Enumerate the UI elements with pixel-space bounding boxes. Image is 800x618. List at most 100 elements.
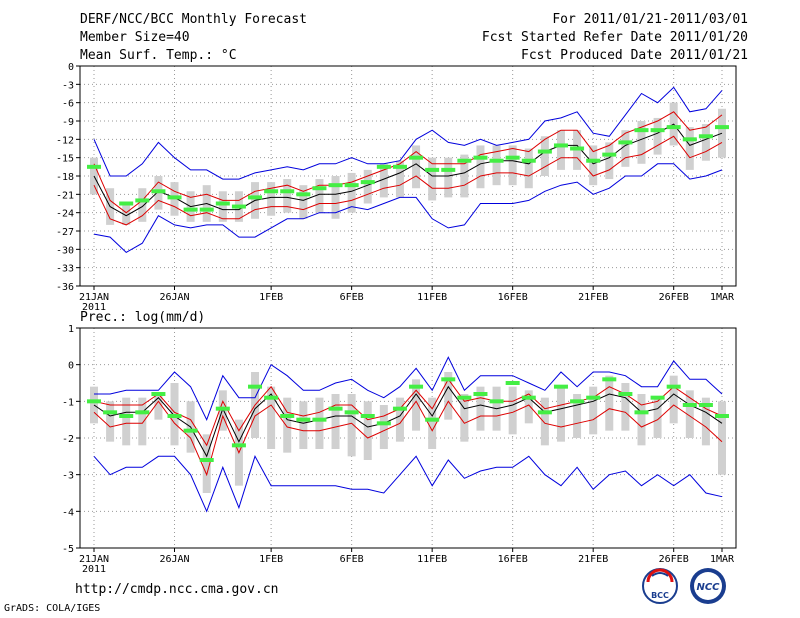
obs-marker: [264, 395, 279, 400]
obs-marker: [666, 384, 681, 389]
spread-bar: [379, 405, 388, 449]
obs-marker: [392, 406, 407, 411]
obs-marker: [537, 149, 552, 154]
obs-marker: [698, 403, 713, 407]
y-tick-label: -33: [56, 264, 74, 275]
lower-line: [93, 400, 723, 477]
x-tick-label: 21JAN: [79, 292, 109, 303]
spread-bar: [122, 203, 131, 225]
spread-bar: [138, 188, 147, 222]
spread-bar: [589, 386, 598, 435]
spread-bar: [267, 386, 276, 449]
spread-bar: [540, 136, 549, 176]
produced-date: Fcst Produced Date 2011/01/21: [521, 48, 748, 63]
spread-bar: [589, 145, 598, 186]
obs-marker: [119, 201, 134, 206]
x-tick-label: 16FEB: [498, 292, 528, 303]
obs-marker: [715, 414, 729, 418]
obs-marker: [698, 134, 713, 139]
spread-bar: [637, 121, 646, 164]
obs-marker: [296, 417, 311, 422]
y-tick-label: -24: [56, 209, 74, 220]
mean-line: [93, 123, 723, 217]
spread-bar: [122, 397, 131, 446]
x-tick-sublabel: 2011: [82, 302, 106, 313]
obs-marker: [87, 164, 101, 169]
obs-marker: [409, 155, 424, 160]
obs-marker: [264, 189, 279, 194]
obs-marker: [505, 155, 520, 160]
spread-bar: [428, 157, 437, 201]
min-line: [93, 163, 723, 254]
upper-line: [93, 378, 723, 447]
x-tick-label: 21JAN: [79, 554, 109, 565]
spread-bar: [605, 142, 614, 180]
obs-marker: [586, 158, 601, 163]
obs-marker: [570, 399, 585, 404]
precip-label: Prec.: log(mm/d): [80, 310, 206, 325]
spread-bar: [315, 397, 324, 449]
spread-bar: [202, 434, 211, 493]
y-tick-label: -27: [56, 227, 74, 238]
obs-marker: [570, 146, 585, 151]
footer-url[interactable]: http://cmdp.ncc.cma.gov.cn: [75, 582, 279, 597]
y-tick-label: 0: [68, 62, 74, 73]
ncc-logo: NCC: [690, 568, 726, 604]
bcc-logo: BCC: [642, 568, 678, 604]
obs-marker: [135, 410, 150, 415]
obs-marker: [489, 399, 504, 404]
y-tick-label: -1: [62, 397, 74, 408]
spread-bar: [605, 375, 614, 431]
obs-marker: [537, 410, 552, 415]
x-tick-label: 21FEB: [578, 554, 608, 565]
bcc-logo-text: BCC: [651, 591, 669, 600]
obs-marker: [666, 125, 681, 130]
spread-bar: [299, 401, 308, 449]
obs-marker: [312, 417, 327, 422]
spread-bar: [492, 145, 501, 186]
spread-bar: [524, 390, 533, 424]
obs-marker: [521, 158, 536, 163]
x-tick-label: 21FEB: [578, 292, 608, 303]
spread-bar: [218, 191, 227, 222]
obs-marker: [296, 192, 311, 197]
spread-bar: [621, 383, 630, 431]
spread-bar: [460, 394, 469, 442]
obs-marker: [135, 198, 150, 203]
spread-bar: [460, 154, 469, 198]
obs-marker: [473, 155, 488, 160]
agency-logos: BCC NCC: [642, 568, 726, 604]
spread-bar: [444, 372, 453, 420]
obs-marker: [215, 201, 230, 206]
spread-bar: [653, 117, 662, 155]
plot-frame: [79, 65, 737, 287]
max-line: [93, 86, 723, 180]
x-tick-sublabel: 2011: [82, 564, 106, 575]
obs-marker: [344, 183, 359, 188]
y-tick-label: -3: [62, 80, 74, 91]
obs-marker: [183, 428, 198, 433]
spread-bar: [154, 394, 163, 420]
obs-marker: [682, 403, 697, 407]
y-tick-label: -21: [56, 190, 74, 201]
y-tick-label: -18: [56, 172, 74, 183]
spread-bar: [476, 145, 485, 189]
obs-marker: [457, 395, 472, 400]
obs-marker: [231, 443, 246, 448]
obs-marker: [167, 195, 182, 200]
spread-bar: [444, 157, 453, 198]
obs-marker: [457, 158, 472, 163]
obs-marker: [231, 204, 246, 209]
spread-bar: [347, 394, 356, 457]
obs-marker: [119, 414, 134, 418]
obs-marker: [618, 392, 633, 396]
obs-marker: [103, 410, 118, 415]
x-tick-label: 6FEB: [340, 554, 364, 565]
obs-marker: [505, 381, 520, 385]
started-date: Fcst Started Refer Date 2011/01/20: [481, 30, 748, 45]
obs-marker: [682, 137, 697, 142]
obs-marker: [715, 125, 729, 130]
x-tick-label: 1FEB: [259, 554, 283, 565]
obs-marker: [602, 377, 617, 382]
